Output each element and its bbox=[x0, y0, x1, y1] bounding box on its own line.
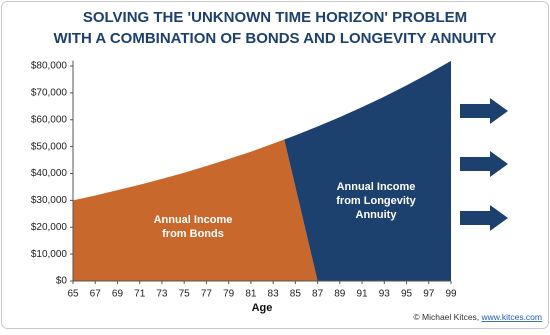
arrow bbox=[460, 98, 508, 124]
region-label: Annuity bbox=[356, 209, 398, 221]
credit-link[interactable]: www.kitces.com bbox=[481, 312, 542, 322]
x-tick-label: 75 bbox=[179, 289, 191, 300]
x-tick-label: 89 bbox=[334, 289, 346, 300]
y-tick-label: $70,000 bbox=[31, 88, 68, 99]
x-tick-label: 81 bbox=[245, 289, 257, 300]
arrow bbox=[460, 205, 508, 231]
x-tick-label: 87 bbox=[312, 289, 324, 300]
region-label: Annual Income bbox=[154, 214, 233, 226]
arrows bbox=[460, 98, 508, 231]
x-tick-label: 71 bbox=[134, 289, 146, 300]
y-tick-label: $20,000 bbox=[31, 222, 68, 233]
arrow bbox=[460, 151, 508, 177]
credit: © Michael Kitces, www.kitces.com bbox=[413, 312, 542, 322]
y-tick-label: $60,000 bbox=[31, 114, 68, 125]
credit-text: © Michael Kitces, bbox=[413, 312, 481, 322]
x-axis-label: Age bbox=[252, 302, 273, 314]
region-label: from Longevity bbox=[336, 195, 416, 207]
y-tick-label: $0 bbox=[56, 276, 68, 287]
x-tick-label: 95 bbox=[401, 289, 413, 300]
x-tick-label: 67 bbox=[90, 289, 102, 300]
y-tick-label: $80,000 bbox=[31, 61, 68, 72]
bonds-area bbox=[73, 139, 318, 281]
x-tick-label: 85 bbox=[290, 289, 302, 300]
y-tick-label: $10,000 bbox=[31, 249, 68, 260]
x-tick-label: 99 bbox=[445, 289, 457, 300]
region-label: from Bonds bbox=[162, 228, 224, 240]
y-tick-label: $50,000 bbox=[31, 141, 68, 152]
x-tick-label: 69 bbox=[112, 289, 124, 300]
x-tick-label: 77 bbox=[201, 289, 213, 300]
x-tick-label: 91 bbox=[356, 289, 368, 300]
x-tick-label: 93 bbox=[379, 289, 391, 300]
chart-title: SOLVING THE 'UNKNOWN TIME HORIZON' PROBL… bbox=[83, 9, 467, 26]
x-tick-label: 97 bbox=[423, 289, 435, 300]
y-tick-label: $40,000 bbox=[31, 168, 68, 179]
chart-title: WITH A COMBINATION OF BONDS AND LONGEVIT… bbox=[53, 30, 496, 47]
x-tick-label: 83 bbox=[268, 289, 280, 300]
region-label: Annual Income bbox=[337, 181, 416, 193]
annuity-area bbox=[284, 60, 451, 281]
x-tick-label: 65 bbox=[67, 289, 79, 300]
x-tick-label: 79 bbox=[223, 289, 235, 300]
x-tick-label: 73 bbox=[156, 289, 168, 300]
y-tick-label: $30,000 bbox=[31, 195, 68, 206]
